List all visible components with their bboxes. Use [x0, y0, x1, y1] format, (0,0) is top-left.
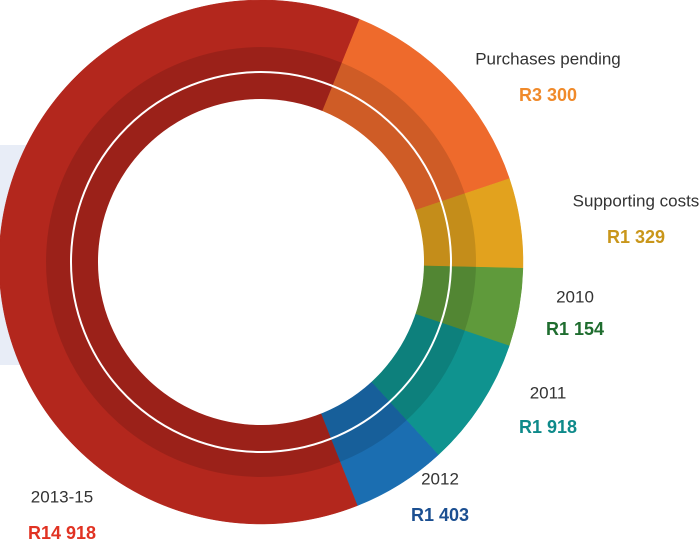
value-label: R14 918	[28, 523, 96, 543]
labels: Purchases pending R3 300 Supporting costs R…	[28, 49, 699, 542]
donut	[0, 0, 524, 525]
category-label: 2012	[421, 469, 459, 488]
inner-ring	[70, 71, 452, 453]
category-label: Supporting costs	[573, 191, 699, 210]
value-label: R1 329	[607, 227, 665, 247]
category-label: Purchases pending	[475, 49, 621, 68]
category-label: 2013-15	[31, 487, 93, 506]
value-label: R1 918	[519, 417, 577, 437]
value-label: R1 154	[546, 319, 604, 339]
value-label: R1 403	[411, 505, 469, 525]
category-label: 2010	[556, 287, 594, 306]
category-label: 2011	[530, 383, 567, 402]
hole	[98, 99, 424, 425]
value-label: R3 300	[519, 85, 577, 105]
